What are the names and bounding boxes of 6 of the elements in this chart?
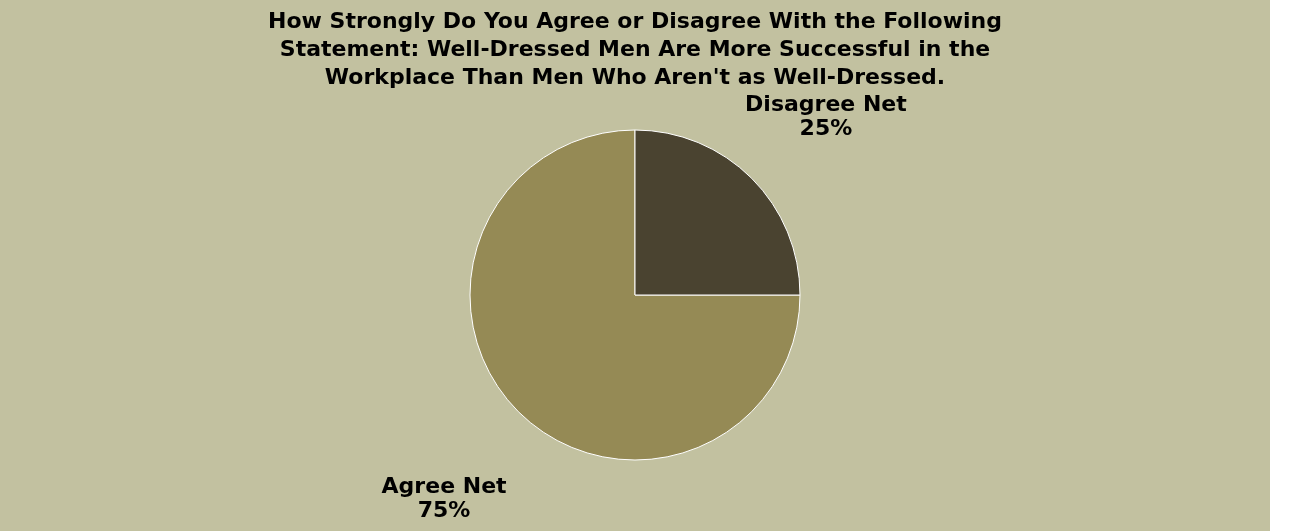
pie-slice (469, 129, 801, 461)
chart-title: How Strongly Do You Agree or Disagree With the Following Statement: Well-Dressed Men Are More Successful in the Workplace Than Men Who Aren't as Well-Dressed. (268, 8, 1002, 90)
data-label: 75% (417, 496, 471, 522)
slice-label: Agree Net (381, 472, 508, 498)
data-label: 25% (799, 115, 853, 141)
slice-label: Disagree Net (745, 91, 908, 117)
